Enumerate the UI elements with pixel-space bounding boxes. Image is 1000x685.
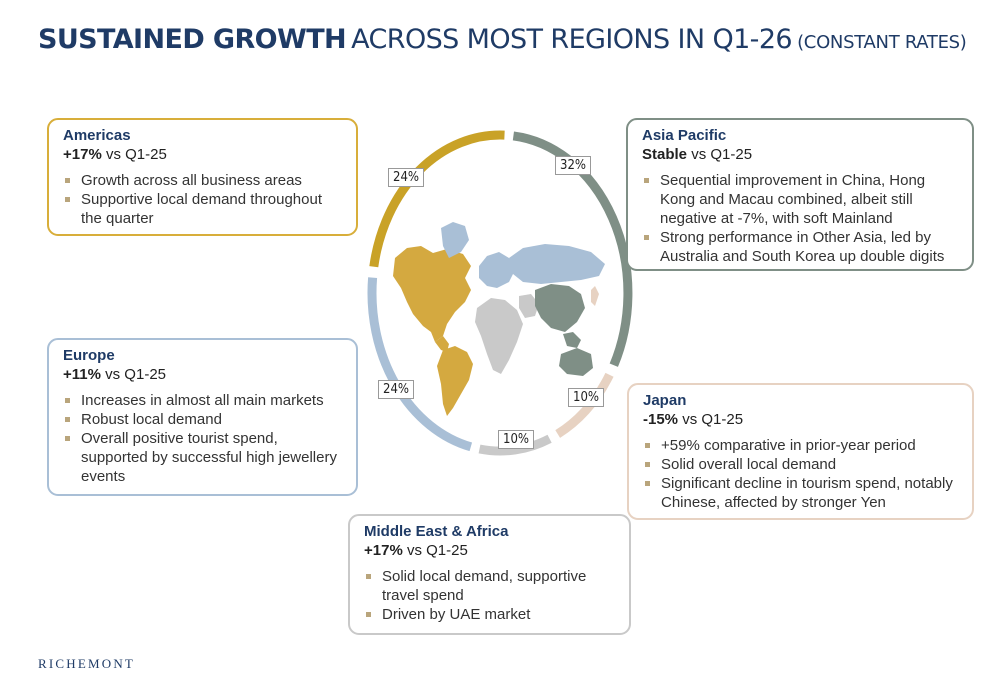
pct-label-japan: 10% — [568, 388, 604, 407]
region-bullets: Solid local demand, supportive travel sp… — [364, 567, 619, 624]
region-card-americas: Americas +17% vs Q1-25 Growth across all… — [47, 118, 358, 236]
region-performance: -15% vs Q1-25 — [643, 410, 962, 429]
bullet-item: Overall positive tourist spend, supporte… — [63, 429, 346, 486]
region-suffix: vs Q1-25 — [105, 146, 167, 163]
bullet-item: Sequential improvement in China, Hong Ko… — [642, 171, 962, 228]
region-bullets: Increases in almost all main markets Rob… — [63, 391, 346, 486]
map-south-america — [437, 346, 473, 416]
region-suffix: vs Q1-25 — [105, 366, 166, 383]
pct-label-americas: 24% — [388, 168, 424, 187]
map-asia — [535, 284, 585, 332]
richemont-logo: RICHEMONT — [38, 656, 135, 672]
region-suffix: vs Q1-25 — [682, 411, 744, 428]
donut-arc-americas — [369, 130, 505, 268]
region-name: Japan — [643, 392, 687, 409]
map-southeast-asia — [563, 332, 581, 348]
bullet-item: +59% comparative in prior-year period — [643, 436, 962, 455]
region-suffix: vs Q1-25 — [691, 146, 753, 163]
bullet-item: Increases in almost all main markets — [63, 391, 346, 410]
regional-donut-chart: 32% 10% 10% 24% 24% — [355, 118, 645, 458]
donut-arc-asia-pacific — [512, 131, 633, 367]
map-australia — [559, 348, 593, 376]
bullet-item: Supportive local demand throughout the q… — [63, 190, 346, 228]
map-africa — [475, 298, 523, 374]
region-name: Middle East & Africa — [364, 523, 509, 540]
region-suffix: vs Q1-25 — [406, 542, 468, 559]
bullet-item: Robust local demand — [63, 410, 346, 429]
region-name: Europe — [63, 347, 115, 364]
donut-arc-japan — [555, 372, 614, 438]
map-middle-east — [519, 294, 539, 318]
page-title: SUSTAINED GROWTH ACROSS MOST REGIONS IN … — [38, 24, 967, 55]
region-change: -15% — [643, 411, 679, 428]
logo-text: RICHEMONT — [38, 656, 136, 671]
region-name: Americas — [63, 127, 131, 144]
region-performance: +17% vs Q1-25 — [364, 541, 619, 560]
pct-label-europe: 24% — [378, 380, 414, 399]
pct-label-asia-pacific: 32% — [555, 156, 591, 175]
region-change: +11% — [63, 366, 101, 383]
region-bullets: Growth across all business areas Support… — [63, 171, 346, 228]
bullet-item: Driven by UAE market — [364, 605, 619, 624]
title-bold: SUSTAINED GROWTH — [38, 24, 347, 55]
pct-label-mea: 10% — [498, 430, 534, 449]
region-card-europe: Europe +11% vs Q1-25 Increases in almost… — [47, 338, 358, 496]
region-card-asia-pacific: Asia Pacific Stable vs Q1-25 Sequential … — [626, 118, 974, 271]
region-bullets: Sequential improvement in China, Hong Ko… — [642, 171, 962, 266]
region-change: Stable — [642, 146, 688, 163]
bullet-item: Strong performance in Other Asia, led by… — [642, 228, 962, 266]
title-small: (CONSTANT RATES) — [797, 32, 967, 53]
title-regular: ACROSS MOST REGIONS IN Q1-26 — [351, 24, 792, 55]
map-russia — [509, 244, 605, 284]
region-bullets: +59% comparative in prior-year period So… — [643, 436, 962, 512]
region-change: +17% — [364, 542, 403, 559]
bullet-item: Significant decline in tourism spend, no… — [643, 474, 962, 512]
world-map — [393, 222, 605, 416]
region-performance: +17% vs Q1-25 — [63, 145, 346, 164]
region-change: +17% — [63, 146, 102, 163]
bullet-item: Growth across all business areas — [63, 171, 346, 190]
region-card-japan: Japan -15% vs Q1-25 +59% comparative in … — [627, 383, 974, 520]
region-name: Asia Pacific — [642, 127, 727, 144]
map-greenland — [441, 222, 469, 258]
map-north-america — [393, 246, 471, 342]
map-central-america — [435, 336, 449, 352]
region-card-middle-east-africa: Middle East & Africa +17% vs Q1-25 Solid… — [348, 514, 631, 635]
region-performance: Stable vs Q1-25 — [642, 145, 962, 164]
donut-arc-mea — [478, 434, 552, 456]
bullet-item: Solid overall local demand — [643, 455, 962, 474]
region-performance: +11% vs Q1-25 — [63, 365, 346, 384]
map-japan — [591, 286, 599, 306]
map-europe — [479, 252, 515, 288]
bullet-item: Solid local demand, supportive travel sp… — [364, 567, 619, 605]
